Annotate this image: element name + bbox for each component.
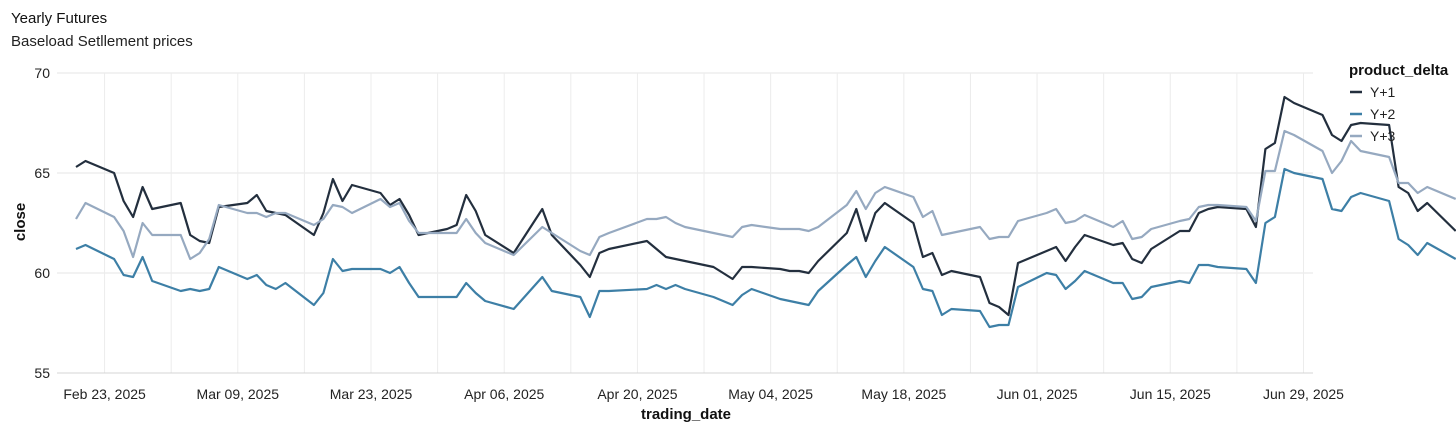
legend: product_delta Y+1 Y+2 Y+3 [1349,62,1449,144]
x-tick-label: Apr 20, 2025 [597,386,677,402]
x-tick-label: Mar 09, 2025 [197,386,280,402]
series-line-yplus3 [75,129,1456,261]
x-axis-ticks: Feb 23, 2025 Mar 09, 2025 Mar 23, 2025 Apr … [63,386,1344,402]
x-axis-title: trading_date [641,406,731,423]
y-tick-label: 55 [34,365,50,381]
y-axis-ticks: 55 60 65 70 [34,65,50,381]
legend-label: Y+2 [1370,106,1396,122]
chart-title: Yearly Futures [11,10,108,27]
x-tick-label: Apr 06, 2025 [464,386,544,402]
chart-subtitle: Baseload Setllement prices [11,33,193,50]
y-tick-label: 70 [34,65,50,81]
x-tick-label: Jun 01, 2025 [997,386,1078,402]
x-tick-label: Jun 29, 2025 [1263,386,1344,402]
x-tick-label: May 04, 2025 [728,386,813,402]
legend-title: product_delta [1349,62,1449,79]
x-tick-label: Feb 23, 2025 [63,386,146,402]
legend-label: Y+3 [1370,128,1396,144]
x-tick-label: Jun 15, 2025 [1130,386,1211,402]
x-tick-label: May 18, 2025 [861,386,946,402]
y-tick-label: 60 [34,265,50,281]
series-line-yplus2 [75,167,1456,329]
x-tick-label: Mar 23, 2025 [330,386,413,402]
y-tick-label: 65 [34,165,50,181]
series-lines [75,95,1456,329]
legend-label: Y+1 [1370,84,1396,100]
y-axis-title: close [12,203,29,241]
series-line-yplus1 [75,95,1456,317]
